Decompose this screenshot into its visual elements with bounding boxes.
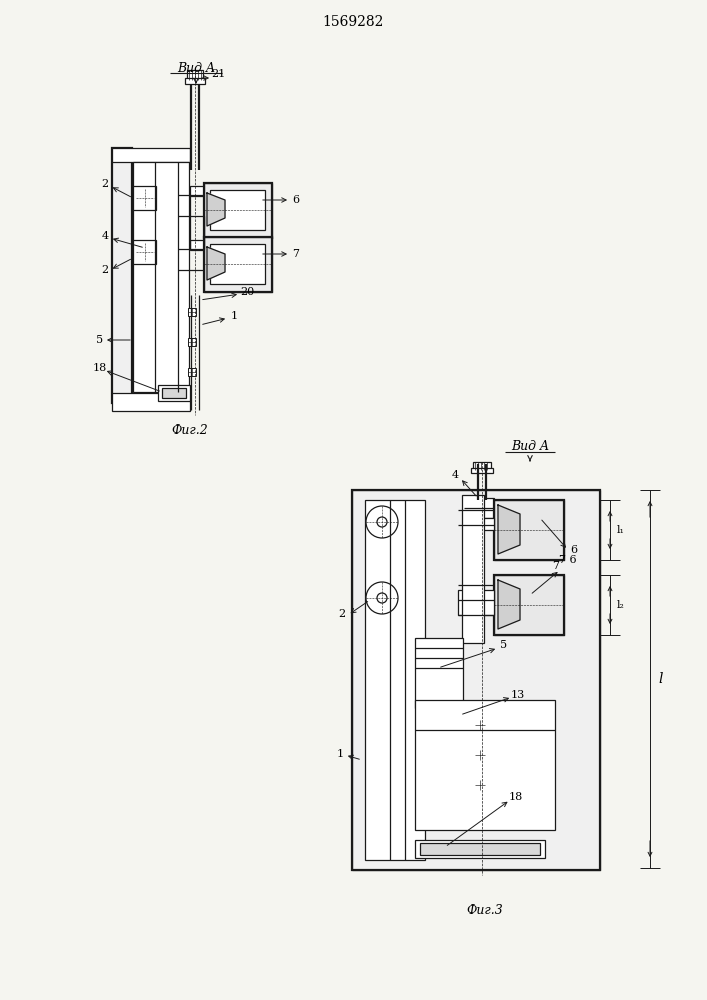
- Text: 18: 18: [93, 363, 107, 373]
- Bar: [185, 78, 205, 84]
- Bar: [420, 843, 540, 855]
- Text: 4: 4: [101, 231, 109, 241]
- Circle shape: [366, 506, 398, 538]
- Bar: [365, 500, 425, 860]
- Text: 13: 13: [511, 690, 525, 700]
- Bar: [204, 237, 272, 292]
- Bar: [158, 385, 190, 401]
- Bar: [204, 237, 272, 292]
- Text: Вид A: Вид A: [511, 440, 549, 454]
- Polygon shape: [207, 247, 225, 280]
- Text: 7: 7: [293, 249, 300, 259]
- Bar: [415, 700, 555, 830]
- Bar: [112, 393, 190, 411]
- Polygon shape: [498, 505, 520, 554]
- Bar: [133, 186, 156, 210]
- Bar: [190, 186, 204, 196]
- Text: 2: 2: [101, 179, 109, 189]
- Bar: [494, 500, 564, 560]
- Text: 20: 20: [240, 287, 254, 297]
- Circle shape: [136, 243, 154, 261]
- Text: 4: 4: [452, 470, 459, 480]
- Text: 1: 1: [337, 749, 344, 759]
- Bar: [133, 240, 156, 264]
- Circle shape: [377, 517, 387, 527]
- Circle shape: [377, 593, 387, 603]
- Bar: [162, 388, 186, 398]
- Bar: [415, 638, 463, 708]
- Text: 2: 2: [339, 609, 346, 619]
- Bar: [133, 162, 189, 392]
- Bar: [494, 575, 564, 635]
- Text: 1: 1: [230, 311, 238, 321]
- Bar: [471, 468, 493, 473]
- Text: 7: 7: [552, 561, 559, 571]
- Bar: [204, 183, 272, 238]
- Polygon shape: [498, 580, 520, 629]
- Bar: [112, 148, 190, 162]
- Bar: [190, 240, 204, 250]
- Text: l: l: [658, 672, 662, 686]
- Circle shape: [136, 189, 154, 207]
- Text: 7 6: 7 6: [559, 555, 577, 565]
- Text: 5: 5: [501, 640, 508, 650]
- Bar: [464, 498, 494, 518]
- Text: 5: 5: [96, 335, 103, 345]
- Bar: [210, 190, 265, 230]
- Text: 6: 6: [571, 545, 578, 555]
- Text: l₂: l₂: [617, 600, 625, 610]
- Bar: [188, 338, 196, 346]
- Text: 18: 18: [509, 792, 523, 802]
- Text: l₁: l₁: [617, 525, 625, 535]
- Circle shape: [366, 582, 398, 614]
- Text: Фиг.3: Фиг.3: [467, 904, 503, 916]
- Bar: [112, 148, 132, 403]
- Bar: [415, 840, 545, 858]
- Bar: [210, 244, 265, 284]
- Bar: [187, 70, 203, 80]
- Text: 21: 21: [211, 69, 225, 79]
- Text: 6: 6: [293, 195, 300, 205]
- Bar: [352, 490, 600, 870]
- Bar: [475, 750, 485, 760]
- Bar: [464, 518, 494, 530]
- Bar: [475, 780, 485, 790]
- Bar: [188, 368, 196, 376]
- Bar: [473, 462, 491, 470]
- Bar: [494, 500, 564, 560]
- Bar: [462, 495, 484, 643]
- Bar: [188, 308, 196, 316]
- Bar: [494, 575, 564, 635]
- Text: Вид A: Вид A: [177, 62, 215, 75]
- Text: 2: 2: [101, 265, 109, 275]
- Bar: [475, 720, 485, 730]
- Bar: [352, 490, 600, 870]
- Polygon shape: [207, 193, 225, 226]
- Text: 1569282: 1569282: [322, 15, 384, 29]
- Bar: [204, 183, 272, 238]
- Bar: [458, 590, 494, 615]
- Text: Фиг.2: Фиг.2: [172, 424, 209, 436]
